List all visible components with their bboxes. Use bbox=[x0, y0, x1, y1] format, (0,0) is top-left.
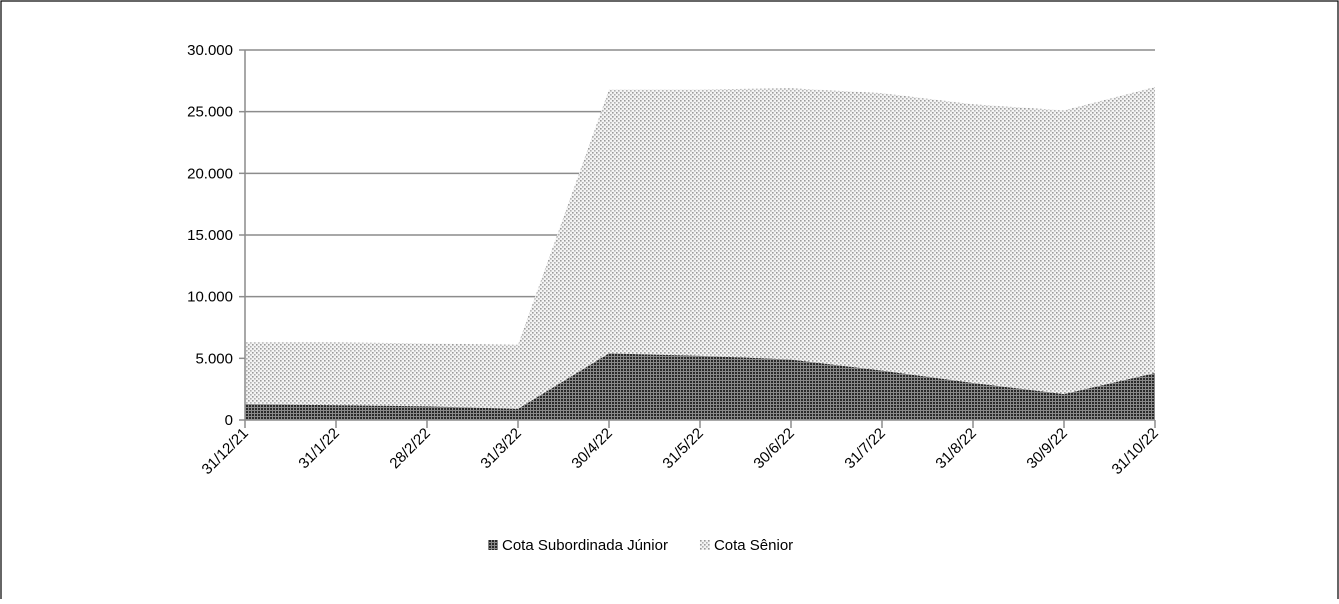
legend-swatch-cota-senior bbox=[699, 540, 710, 550]
x-tick-label: 31/8/22 bbox=[932, 425, 979, 472]
y-tick-label: 25.000 bbox=[187, 104, 233, 121]
y-tick-labels: 0 5.000 10.000 15.000 20.000 25.000 30.000 bbox=[187, 42, 233, 429]
axes bbox=[244, 50, 1156, 428]
area-cota-subordinada-junior bbox=[245, 353, 1155, 420]
y-tick-label: 20.000 bbox=[187, 165, 233, 182]
legend-label-cota-senior: Cota Sênior bbox=[714, 537, 793, 554]
y-tick-label: 10.000 bbox=[187, 289, 233, 306]
y-tick-label: 0 bbox=[225, 412, 233, 429]
area-cota-senior bbox=[245, 87, 1155, 409]
x-tick-label: 28/2/22 bbox=[386, 425, 433, 472]
x-tick-labels: 31/12/21 31/1/22 28/2/22 31/3/22 30/4/22 31/5… bbox=[199, 425, 1162, 478]
legend-swatch-cota-subordinada-junior bbox=[488, 540, 498, 550]
y-tick-label: 30.000 bbox=[187, 42, 233, 59]
x-tick-label: 30/6/22 bbox=[750, 425, 797, 472]
x-tick-label: 31/3/22 bbox=[477, 425, 524, 472]
x-tick-label: 31/5/22 bbox=[659, 425, 706, 472]
x-tick-label: 30/9/22 bbox=[1023, 425, 1070, 472]
area-series bbox=[245, 87, 1155, 420]
y-tick-label: 15.000 bbox=[187, 227, 233, 244]
x-tick-label: 31/7/22 bbox=[841, 425, 888, 472]
legend: Cota Subordinada Júnior Cota Sênior bbox=[488, 537, 793, 554]
legend-label-cota-subordinada-junior: Cota Subordinada Júnior bbox=[502, 537, 668, 554]
x-tick-label: 31/1/22 bbox=[295, 425, 342, 472]
y-tick-label: 5.000 bbox=[195, 350, 233, 367]
x-tick-label: 31/10/22 bbox=[1109, 425, 1162, 478]
x-tick-label: 30/4/22 bbox=[568, 425, 615, 472]
x-tick-label: 31/12/21 bbox=[199, 425, 252, 478]
